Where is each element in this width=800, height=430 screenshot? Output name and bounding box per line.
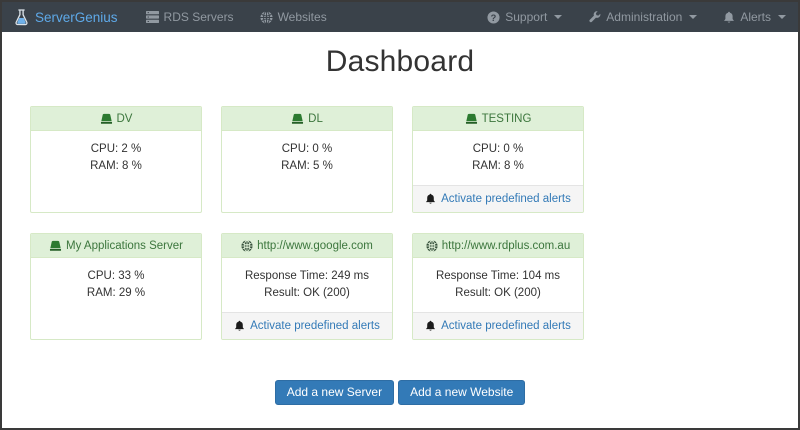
stat-line: RAM: 5 % xyxy=(281,160,333,172)
server-stack-icon xyxy=(145,11,159,23)
actions-bar: Add a new Server Add a new Website xyxy=(2,380,798,405)
card-footer: Activate predefined alerts xyxy=(413,312,583,339)
globe-icon xyxy=(260,10,273,24)
activate-alerts-link[interactable]: Activate predefined alerts xyxy=(425,193,571,205)
server-card-dl: DL CPU: 0 % RAM: 5 % xyxy=(221,106,393,213)
card-title: DL xyxy=(308,112,323,125)
wrench-icon xyxy=(588,10,601,24)
bell-icon xyxy=(425,193,436,205)
card-header: http://www.google.com xyxy=(222,234,392,258)
card-body: CPU: 0 % RAM: 5 % xyxy=(222,131,392,212)
nav-item-label: Support xyxy=(505,10,548,24)
nav-item-label: Alerts xyxy=(740,10,771,24)
server-icon xyxy=(465,113,478,125)
chevron-down-icon xyxy=(778,15,786,19)
card-body: Response Time: 249 ms Result: OK (200) xyxy=(222,258,392,312)
stat-line: CPU: 2 % xyxy=(90,143,142,155)
nav-item-label: RDS Servers xyxy=(163,10,234,24)
add-website-button[interactable]: Add a new Website xyxy=(398,380,526,405)
stat-line: Result: OK (200) xyxy=(455,287,541,299)
activate-alerts-label: Activate predefined alerts xyxy=(441,320,571,332)
card-header: http://www.rdplus.com.au xyxy=(413,234,583,258)
card-footer: Activate predefined alerts xyxy=(222,312,392,339)
stat-line: CPU: 0 % xyxy=(281,143,333,155)
chevron-down-icon xyxy=(554,15,563,19)
stat-line: Result: OK (200) xyxy=(264,287,350,299)
flask-icon xyxy=(14,8,29,26)
stat-line: Response Time: 104 ms xyxy=(435,270,560,282)
nav-left: RDS Servers Websites xyxy=(145,10,327,24)
activate-alerts-label: Activate predefined alerts xyxy=(250,320,380,332)
card-title: http://www.rdplus.com.au xyxy=(441,239,571,252)
website-card-rdplus: http://www.rdplus.com.au Response Time: … xyxy=(412,233,584,340)
question-circle-icon: ? xyxy=(487,10,500,24)
server-card-testing: TESTING CPU: 0 % RAM: 8 % Activate prede… xyxy=(412,106,584,213)
server-icon xyxy=(49,240,62,252)
nav-item-rds-servers[interactable]: RDS Servers xyxy=(145,10,234,24)
nav-item-websites[interactable]: Websites xyxy=(260,10,327,24)
stat-line: Response Time: 249 ms xyxy=(244,270,369,282)
nav-item-label: Websites xyxy=(277,10,327,24)
card-body: Response Time: 104 ms Result: OK (200) xyxy=(413,258,583,312)
bell-icon xyxy=(234,320,245,332)
add-server-button[interactable]: Add a new Server xyxy=(274,380,395,405)
stat-line: RAM: 8 % xyxy=(472,160,524,172)
stat-line: CPU: 0 % xyxy=(472,143,524,155)
card-header: My Applications Server xyxy=(31,234,201,258)
card-title: TESTING xyxy=(481,112,532,125)
activate-alerts-link[interactable]: Activate predefined alerts xyxy=(425,320,571,332)
website-card-google: http://www.google.com Response Time: 249… xyxy=(221,233,393,340)
card-title: My Applications Server xyxy=(66,239,183,252)
server-icon xyxy=(291,113,304,125)
cards-grid: DV CPU: 2 % RAM: 8 % DL CPU: 0 % RAM xyxy=(30,106,584,340)
server-icon xyxy=(100,113,113,125)
server-card-dv: DV CPU: 2 % RAM: 8 % xyxy=(30,106,202,213)
activate-alerts-label: Activate predefined alerts xyxy=(441,193,571,205)
bell-icon xyxy=(425,320,436,332)
page-title: Dashboard xyxy=(325,45,475,78)
card-body: CPU: 0 % RAM: 8 % xyxy=(413,131,583,185)
stat-line: RAM: 29 % xyxy=(86,287,146,299)
brand-label: ServerGenius xyxy=(35,9,118,25)
navbar: ServerGenius xyxy=(2,2,798,32)
card-footer: Activate predefined alerts xyxy=(413,185,583,212)
nav-item-administration[interactable]: Administration xyxy=(588,10,698,24)
stat-line: RAM: 8 % xyxy=(90,160,142,172)
card-title: DV xyxy=(116,112,133,125)
svg-text:?: ? xyxy=(491,12,497,22)
bell-icon xyxy=(723,11,735,24)
nav-item-alerts[interactable]: Alerts xyxy=(723,10,786,24)
card-header: TESTING xyxy=(413,107,583,131)
server-card-my-applications: My Applications Server CPU: 33 % RAM: 29… xyxy=(30,233,202,340)
activate-alerts-link[interactable]: Activate predefined alerts xyxy=(234,320,380,332)
card-header: DL xyxy=(222,107,392,131)
card-body: CPU: 2 % RAM: 8 % xyxy=(31,131,201,212)
stat-line: CPU: 33 % xyxy=(87,270,145,282)
nav-item-support[interactable]: ? Support xyxy=(487,10,563,24)
brand-link[interactable]: ServerGenius xyxy=(14,8,118,26)
card-title: http://www.google.com xyxy=(257,239,373,252)
nav-right: ? Support Administration xyxy=(487,10,786,24)
card-body: CPU: 33 % RAM: 29 % xyxy=(31,258,201,339)
globe-icon xyxy=(426,239,438,252)
globe-icon xyxy=(241,239,253,252)
nav-item-label: Administration xyxy=(606,10,683,24)
chevron-down-icon xyxy=(689,15,698,19)
card-header: DV xyxy=(31,107,201,131)
